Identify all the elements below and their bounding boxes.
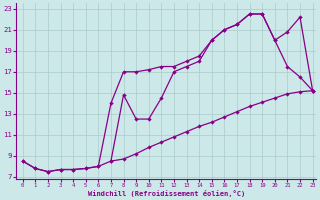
- X-axis label: Windchill (Refroidissement éolien,°C): Windchill (Refroidissement éolien,°C): [88, 190, 245, 197]
